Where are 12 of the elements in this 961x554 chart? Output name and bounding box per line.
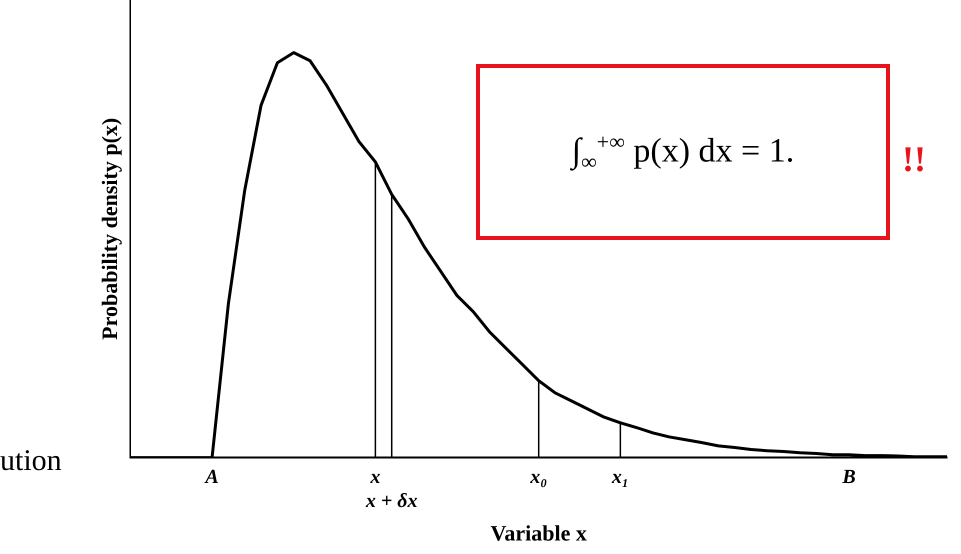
- x-tick-label: x: [369, 466, 380, 488]
- y-axis-title: Probability density p(x): [96, 118, 122, 340]
- x-axis-title: Variable x: [490, 520, 587, 546]
- x-tick-label: A: [203, 466, 219, 488]
- x-tick-label: x + δx: [364, 490, 418, 512]
- x-tick-label: B: [841, 466, 856, 488]
- outline-box: ∫$_{∞}$$^{+∞}$ p(x) dx = 1.: [476, 64, 890, 240]
- text: ution: [0, 444, 62, 478]
- annotation: !!: [902, 138, 926, 180]
- annotation: ∫$_{∞}$$^{+∞}$ p(x) dx = 1.: [572, 128, 794, 176]
- x-tick-label: x₁: [610, 466, 629, 488]
- x-tick-label: x₀: [529, 466, 548, 488]
